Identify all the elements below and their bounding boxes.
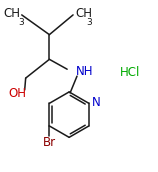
Text: HCl: HCl [120,66,140,79]
Text: 3: 3 [86,18,92,27]
Text: CH: CH [75,7,92,20]
Text: OH: OH [9,87,27,100]
Text: N: N [92,96,100,109]
Text: CH: CH [4,7,21,20]
Text: 3: 3 [18,18,24,27]
Text: NH: NH [76,65,94,78]
Text: Br: Br [43,136,56,149]
